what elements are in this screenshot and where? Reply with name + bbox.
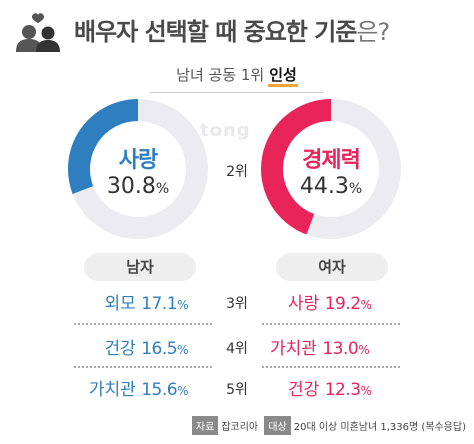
donut-chart-female	[261, 99, 401, 239]
subtitle: 남녀 공동 1위 인성	[0, 64, 474, 87]
row-divider	[262, 323, 400, 325]
source-tag: 자료	[191, 416, 219, 435]
donut-value-male: 30.8%	[106, 174, 170, 199]
row-divider	[74, 366, 212, 368]
couple-icon	[16, 13, 60, 52]
donut-value-female: 44.3%	[299, 174, 363, 199]
donut-category-male: 사랑	[118, 148, 158, 173]
donut-male-arc	[68, 99, 139, 194]
subtitle-divider	[150, 92, 324, 93]
rank-label-3: 3위	[226, 296, 248, 312]
rank-label-2: 2위	[226, 164, 248, 180]
group-label-male: 남자	[84, 253, 196, 281]
subtitle-highlight: 인성	[268, 66, 298, 87]
table-row-3-female: 사랑 19.2%	[288, 294, 372, 314]
heart-icon	[32, 13, 44, 23]
target-tag: 대상	[264, 416, 291, 435]
table-row-4-female: 가치관 13.0%	[270, 339, 370, 359]
page-title: 배우자 선택할 때 중요한 기준은?	[74, 18, 390, 46]
source-text: 잡코리아	[221, 422, 259, 433]
donut-female-arc	[261, 99, 332, 235]
rank-label-5: 5위	[226, 382, 248, 398]
subtitle-prefix: 남녀 공동 1위	[176, 66, 265, 84]
donut-label-female: 경제력 44.3%	[261, 142, 401, 199]
donut-category-female: 경제력	[302, 148, 361, 173]
group-label-female: 여자	[276, 253, 388, 281]
table-row-5-female: 건강 12.3%	[288, 380, 372, 400]
donut-label-male: 사랑 30.8%	[68, 142, 208, 199]
source-footer: 자료 잡코리아 대상 20대 이상 미혼남녀 1,336명 (복수응답)	[189, 416, 466, 435]
row-divider	[74, 323, 212, 325]
watermark: tong	[200, 120, 251, 141]
table-row-4-male: 건강 16.5%	[104, 339, 189, 359]
target-text: 20대 이상 미혼남녀 1,336명 (복수응답)	[293, 422, 466, 433]
row-divider	[262, 366, 400, 368]
table-row-5-male: 가치관 15.6%	[88, 380, 189, 400]
donut-chart-male	[68, 99, 208, 239]
rank-label-4: 4위	[226, 341, 248, 357]
table-row-3-male: 외모 17.1%	[104, 294, 189, 314]
